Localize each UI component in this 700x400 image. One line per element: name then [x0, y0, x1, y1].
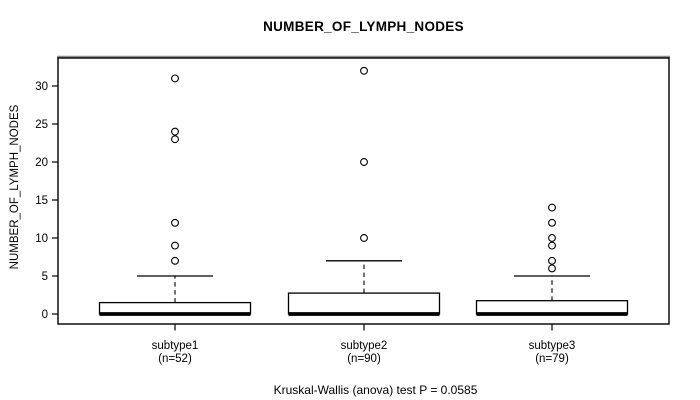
outlier-point-subtype3 [548, 218, 556, 227]
outlier-point-subtype1 [171, 256, 179, 265]
outlier-point-subtype1 [171, 218, 179, 227]
outlier-point-subtype3 [548, 256, 556, 265]
outlier-point-subtype3 [548, 264, 556, 273]
x-tick-label-subtype1: subtype1 [151, 340, 199, 352]
y-axis-tick-label: 25 [35, 119, 48, 131]
y-axis-tick-label: 20 [35, 157, 48, 169]
statistical-test-caption: Kruskal-Wallis (anova) test P = 0.0585 [273, 383, 478, 397]
x-tick-label-subtype2: subtype2 [340, 340, 388, 352]
outlier-point-subtype2 [360, 234, 368, 242]
outlier-point-subtype1 [171, 74, 179, 83]
chart-title: NUMBER_OF_LYMPH_NODES [263, 19, 464, 34]
outlier-point-subtype2 [360, 158, 368, 166]
x-tick-sublabel-subtype1-n: (n=52) [158, 352, 192, 365]
box-subtype2 [287, 292, 441, 315]
x-tick-label-subtype3: subtype3 [528, 340, 576, 352]
outlier-point-subtype3 [548, 203, 556, 212]
y-axis-tick-label: 0 [42, 309, 48, 321]
outlier-point-subtype3 [548, 241, 556, 250]
outlier-point-subtype1 [171, 127, 179, 136]
outlier-point-subtype1 [171, 135, 179, 144]
y-axis-tick-label: 5 [42, 271, 48, 283]
x-tick-sublabel-subtype3-n: (n=79) [535, 352, 569, 365]
x-tick-sublabel-subtype2-n: (n=90) [347, 352, 381, 365]
y-axis-tick-label: 10 [35, 233, 48, 245]
y-axis-tick-label: 15 [35, 195, 48, 207]
box-subtype3 [475, 300, 629, 315]
y-axis-tick-label: 30 [35, 81, 48, 93]
outlier-point-subtype2 [360, 66, 368, 75]
outlier-point-subtype3 [548, 234, 556, 242]
outlier-point-subtype1 [171, 241, 179, 250]
